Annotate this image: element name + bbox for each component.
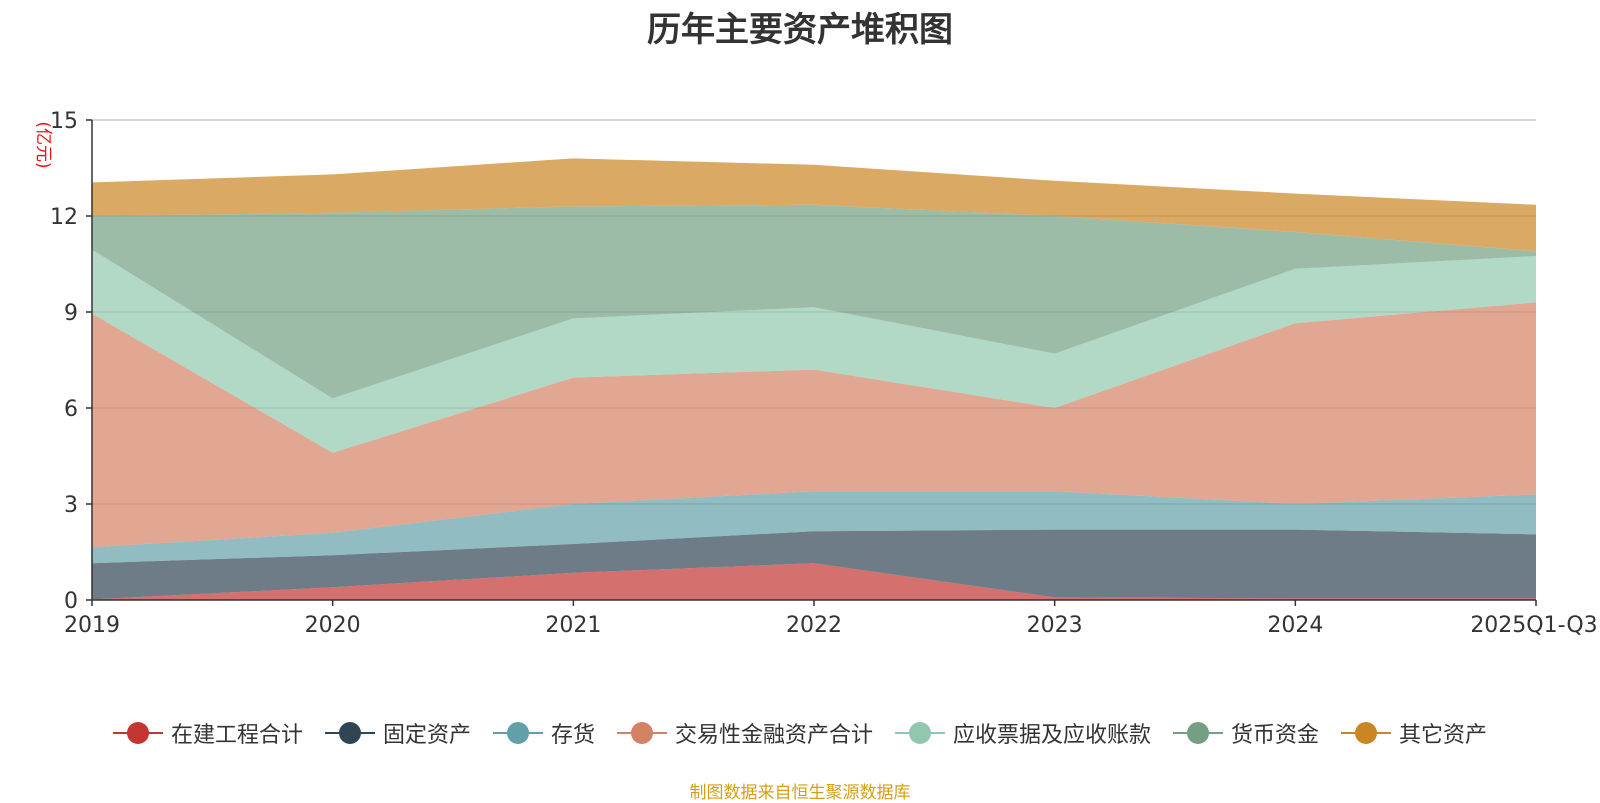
legend-marker-icon — [1173, 721, 1224, 745]
legend-dot-icon — [126, 722, 149, 744]
area-series-2 — [92, 491, 1536, 564]
legend-marker-icon — [1341, 721, 1392, 745]
legend-item-4[interactable]: 应收票据及应收账款 — [895, 717, 1151, 749]
legend-dot-icon — [630, 722, 653, 744]
area-series-6 — [92, 158, 1536, 252]
x-tick-label-0: 2019 — [64, 613, 120, 638]
legend-marker-icon — [492, 721, 543, 745]
legend-item-2[interactable]: 存货 — [492, 717, 595, 749]
legend-label: 固定资产 — [382, 723, 471, 748]
area-series-4 — [92, 249, 1536, 453]
area-series-3 — [92, 302, 1536, 548]
y-tick-label-12: 12 — [50, 205, 78, 230]
legend-marker-icon — [616, 721, 667, 745]
y-axis-unit-label: (亿元) — [33, 121, 53, 168]
legend-item-3[interactable]: 交易性金融资产合计 — [616, 717, 873, 749]
x-tick-label-4: 2023 — [1027, 613, 1083, 638]
legend-marker-icon — [324, 721, 375, 745]
y-tick-label-9: 9 — [64, 301, 78, 326]
area-series — [92, 158, 1536, 600]
legend-label: 其它资产 — [1399, 723, 1488, 748]
area-series-1 — [92, 529, 1536, 600]
axes: 0 3 6 9 12 15 2019 2020 2021 2022 2023 2024 2025Q1-Q… — [50, 109, 1598, 638]
legend-dot-icon — [338, 722, 361, 744]
legend-dot-icon — [1355, 722, 1378, 744]
legend-dot-icon — [506, 722, 529, 744]
y-tick-label-3: 3 — [64, 493, 78, 518]
stacked-area-chart: 0 3 6 9 12 15 2019 2020 2021 2022 2023 2024 2025Q1-Q… — [33, 109, 1598, 638]
chart-title: 历年主要资产堆积图 — [647, 10, 953, 50]
y-tick-label-6: 6 — [64, 397, 78, 422]
y-tick-label-15: 15 — [50, 109, 78, 134]
legend-label: 交易性金融资产合计 — [674, 723, 873, 748]
x-tick-label-5: 2024 — [1267, 613, 1323, 638]
source-note: 制图数据来自恒生聚源数据库 — [689, 783, 911, 803]
legend-marker-icon — [895, 721, 945, 745]
legend-item-0[interactable]: 在建工程合计 — [112, 717, 303, 749]
legend-item-6[interactable]: 其它资产 — [1341, 717, 1487, 749]
legend-item-1[interactable]: 固定资产 — [324, 717, 471, 749]
y-tick-label-0: 0 — [64, 589, 78, 614]
chart-legend: 在建工程合计 固定资产 存货 交易性金融资产合计 应收票据及应收账款 货币资金 其它资产 — [0, 716, 1600, 750]
x-tick-label-3: 2022 — [786, 613, 842, 638]
area-series-5 — [92, 204, 1536, 399]
legend-label: 在建工程合计 — [170, 723, 303, 748]
legend-label: 存货 — [550, 723, 595, 748]
legend-dot-icon — [1187, 722, 1210, 744]
x-tick-label-2: 2021 — [545, 613, 601, 638]
legend-marker-icon — [112, 721, 163, 745]
area-series-0 — [92, 563, 1536, 600]
legend-label: 货币资金 — [1231, 723, 1320, 748]
legend-item-5[interactable]: 货币资金 — [1173, 717, 1319, 749]
x-tick-label-1: 2020 — [305, 613, 361, 638]
legend-label: 应收票据及应收账款 — [953, 723, 1152, 748]
x-tick-label-6: 2025Q1-Q3 — [1470, 613, 1597, 638]
legend-dot-icon — [909, 722, 931, 744]
